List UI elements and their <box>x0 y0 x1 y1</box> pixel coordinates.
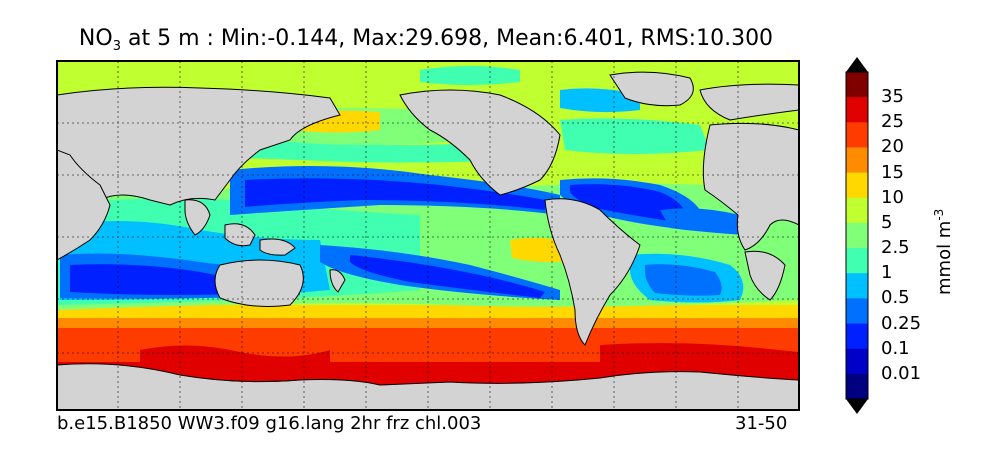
colorbar-swatch <box>846 248 868 274</box>
colorbar-swatch <box>846 273 868 299</box>
map-gridlines <box>57 61 799 410</box>
colorbar-swatch <box>846 72 868 98</box>
colorbar-swatch <box>846 172 868 199</box>
colorbar-swatch <box>846 97 868 123</box>
colorbar-tick-label: 25 <box>881 111 904 133</box>
colorbar-tick-label: 0.25 <box>881 312 922 334</box>
colorbar-swatch <box>846 147 868 174</box>
colorbar-min-triangle <box>846 399 868 414</box>
colorbar-tick-label: 20 <box>881 136 904 158</box>
colorbar-swatch <box>846 373 868 400</box>
colorbar-units-label: mmol m-3 <box>932 208 955 295</box>
colorbar-tick-label: 15 <box>881 161 904 183</box>
colorbar-frame <box>845 71 869 400</box>
colorbar-tick-label: 0.1 <box>881 337 910 359</box>
colorbar-swatch <box>846 122 868 148</box>
colorbar <box>846 72 868 400</box>
colorbar-tick-label: 2.5 <box>881 237 910 259</box>
colorbar-tick-label: 0.01 <box>881 362 922 384</box>
colorbar-swatch <box>846 298 868 325</box>
colorbar-tick-label: 5 <box>881 211 893 233</box>
years-label: 31-50 <box>735 413 788 434</box>
colorbar-tick-label: 1 <box>881 262 893 284</box>
case-name-label: b.e15.B1850 WW3.f09 g16.lang 2hr frz chl… <box>57 413 482 434</box>
colorbar-swatch <box>846 348 868 375</box>
map-frame <box>56 60 800 411</box>
plot-title: NO3 at 5 m : Min:-0.144, Max:29.698, Mea… <box>78 26 774 54</box>
colorbar-swatch <box>846 197 868 224</box>
colorbar-tick-label: 35 <box>881 86 904 108</box>
colorbar-swatch <box>846 222 868 249</box>
colorbar-tick-label: 0.5 <box>881 287 910 309</box>
colorbar-swatch <box>846 323 868 350</box>
colorbar-tick-label: 10 <box>881 186 904 208</box>
colorbar-max-triangle <box>846 57 868 72</box>
